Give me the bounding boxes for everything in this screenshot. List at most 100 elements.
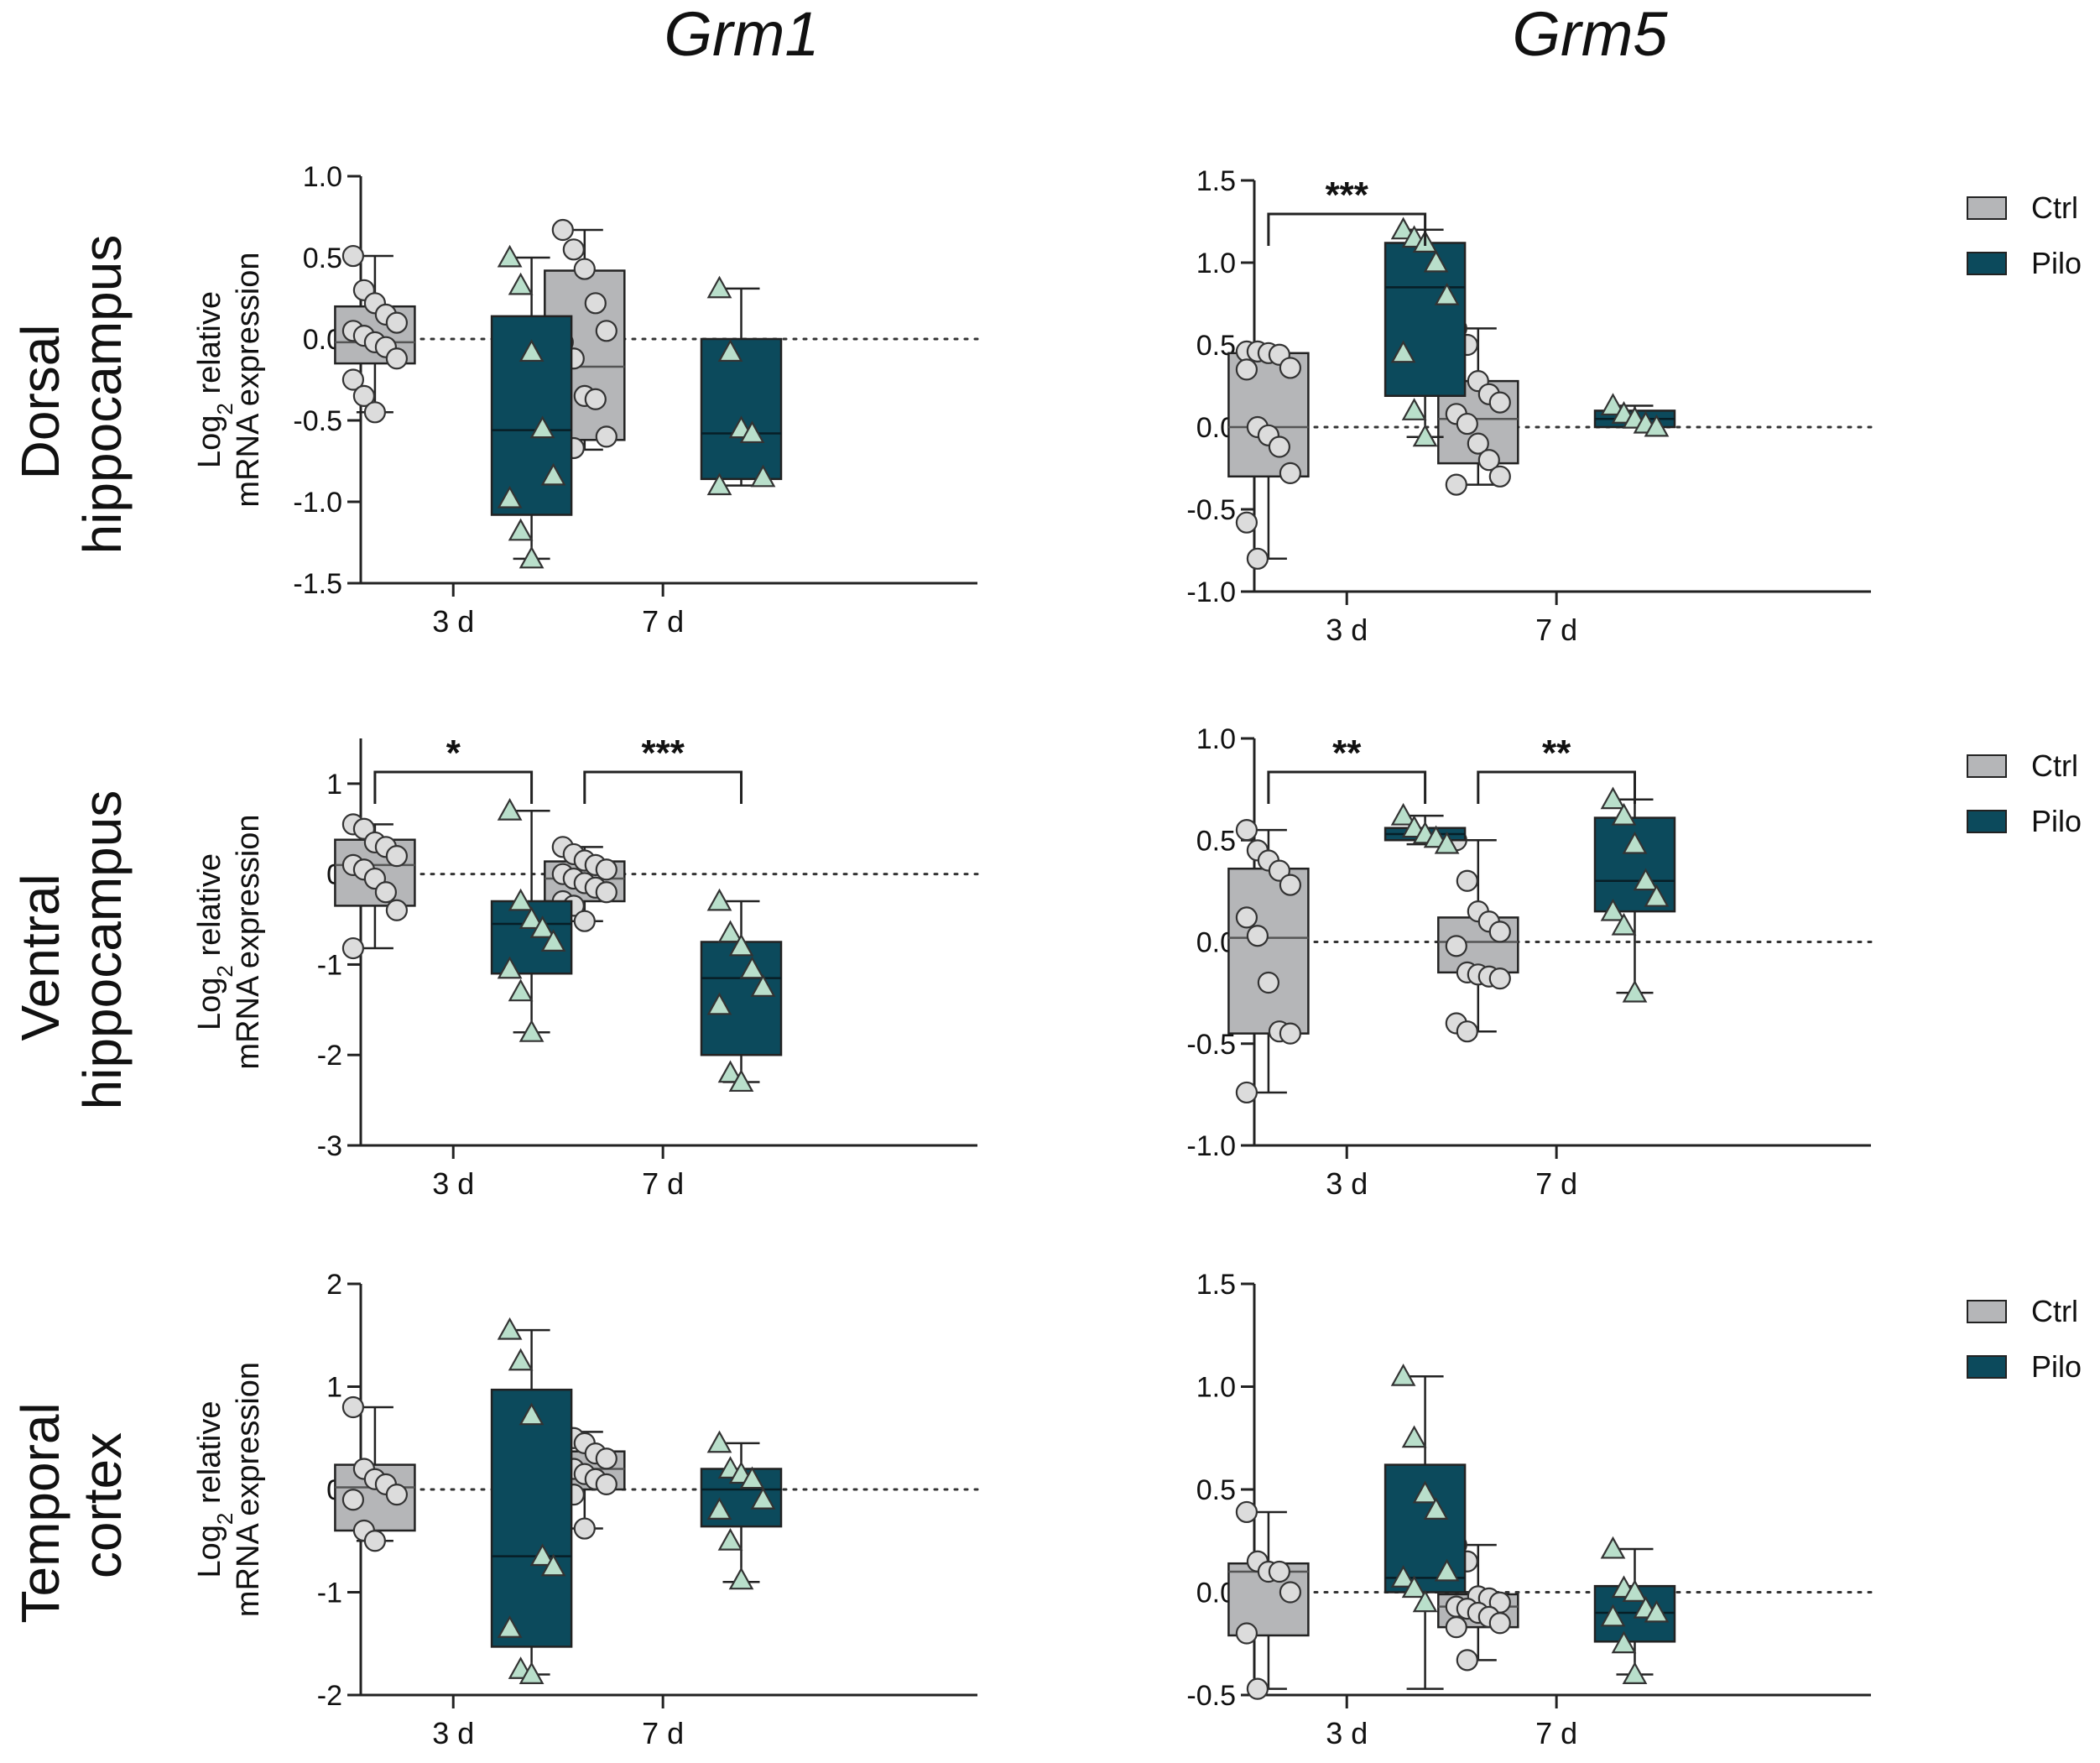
row-label-dorsal-line2: hippocampus bbox=[72, 235, 133, 555]
pilo-swatch bbox=[1967, 810, 2007, 833]
data-point-ctrl bbox=[1235, 1081, 1258, 1104]
y-tick-label: 1.0 bbox=[1196, 1372, 1236, 1404]
data-point-ctrl bbox=[1488, 391, 1511, 414]
data-point-pilo bbox=[508, 518, 534, 541]
data-point-ctrl bbox=[1257, 971, 1280, 994]
y-tick-label: -1.5 bbox=[293, 568, 342, 600]
x-tick-label: 7 d bbox=[1535, 1716, 1577, 1750]
significance-bracket-line bbox=[1267, 212, 1427, 246]
pilo-box-3d bbox=[1383, 216, 1467, 447]
data-point-pilo bbox=[717, 1060, 743, 1083]
significance-bracket: ** bbox=[1267, 733, 1427, 804]
significance-bracket: *** bbox=[1267, 175, 1427, 246]
data-point-ctrl bbox=[1456, 412, 1478, 436]
data-point-pilo bbox=[1611, 1630, 1637, 1654]
chart-grm1-dorsal: Log2 relative mRNA expression1.00.50.0-0.… bbox=[192, 161, 979, 639]
data-point-ctrl bbox=[595, 320, 617, 342]
significance-stars: ** bbox=[1332, 733, 1362, 774]
data-point-ctrl bbox=[1279, 1581, 1302, 1604]
y-tick-label: -1 bbox=[317, 949, 342, 981]
data-point-ctrl bbox=[1279, 1022, 1302, 1045]
data-point-pilo bbox=[1600, 786, 1626, 810]
legend-label-pilo: Pilo bbox=[2031, 246, 2082, 280]
significance-stars: *** bbox=[641, 733, 685, 774]
data-point-pilo bbox=[1423, 1497, 1449, 1520]
data-point-ctrl bbox=[584, 388, 607, 410]
significance-bracket-line bbox=[1267, 770, 1427, 804]
data-point-ctrl bbox=[341, 1489, 365, 1511]
row-label-temporal-line2: cortex bbox=[72, 1432, 133, 1578]
significance-bracket-line bbox=[583, 770, 743, 804]
pilo-box-7d bbox=[1593, 393, 1676, 437]
data-point-ctrl bbox=[1268, 436, 1291, 458]
data-point-ctrl bbox=[1235, 819, 1258, 842]
data-point-ctrl bbox=[1488, 465, 1511, 488]
data-point-pilo bbox=[1434, 282, 1460, 305]
panels: Log2 relative mRNA expression1.00.50.0-0.… bbox=[192, 161, 2082, 1750]
y-tick-label: -3 bbox=[317, 1130, 342, 1162]
data-point-pilo bbox=[529, 915, 555, 938]
data-point-ctrl bbox=[341, 368, 365, 391]
data-point-pilo bbox=[1600, 898, 1626, 921]
data-point-ctrl bbox=[1235, 358, 1258, 381]
y-tick-label: -2 bbox=[317, 1680, 342, 1712]
data-point-ctrl bbox=[573, 258, 596, 280]
ctrl-box-7d bbox=[1437, 1534, 1519, 1672]
y-axis-title-line2: mRNA expression bbox=[231, 1362, 266, 1617]
pilo-box-7d bbox=[700, 275, 783, 496]
box-iqr bbox=[1227, 867, 1310, 1035]
data-point-pilo bbox=[750, 464, 776, 488]
y-tick-label: -1.0 bbox=[293, 487, 342, 519]
data-point-pilo bbox=[1434, 1558, 1460, 1582]
y-axis-title-subscript: 2 bbox=[212, 965, 237, 977]
data-point-pilo bbox=[1633, 868, 1659, 891]
pilo-swatch bbox=[1967, 1355, 2007, 1379]
data-point-ctrl bbox=[584, 292, 607, 315]
data-point-pilo bbox=[728, 1567, 754, 1590]
data-point-pilo bbox=[739, 1466, 765, 1489]
x-tick-label: 7 d bbox=[642, 604, 684, 639]
data-point-ctrl bbox=[1445, 473, 1467, 496]
y-tick-label: 0.5 bbox=[303, 243, 342, 274]
row-label-dorsal-line1: Dorsal bbox=[10, 324, 70, 479]
data-point-pilo bbox=[1644, 414, 1670, 437]
y-axis-title: Log2 relative mRNA expression bbox=[192, 814, 266, 1069]
data-point-ctrl bbox=[1467, 432, 1489, 455]
x-tick-label: 7 d bbox=[1535, 1166, 1577, 1201]
data-point-ctrl bbox=[573, 1517, 596, 1540]
y-tick-label: -1.0 bbox=[1186, 1130, 1236, 1162]
data-point-pilo bbox=[497, 244, 523, 268]
box-iqr bbox=[1383, 242, 1467, 398]
data-point-pilo bbox=[1644, 1599, 1670, 1623]
y-tick-label: 0.5 bbox=[1196, 825, 1236, 857]
data-point-pilo bbox=[540, 462, 566, 486]
data-point-pilo bbox=[529, 415, 555, 439]
data-point-ctrl bbox=[1279, 462, 1302, 484]
data-point-pilo bbox=[1412, 1480, 1438, 1504]
y-tick-label: 2 bbox=[326, 1269, 342, 1301]
data-point-ctrl bbox=[341, 936, 365, 960]
ctrl-box-3d bbox=[334, 244, 416, 424]
y-axis-title: Log2 relative mRNA expression bbox=[192, 252, 266, 507]
ctrl-box-3d bbox=[1227, 1500, 1310, 1700]
pilo-box-3d bbox=[1383, 802, 1467, 854]
data-point-pilo bbox=[1390, 340, 1416, 363]
data-point-pilo bbox=[728, 933, 754, 957]
data-point-ctrl bbox=[1246, 1677, 1269, 1700]
y-tick-label: -2 bbox=[317, 1040, 342, 1072]
pilo-box-3d bbox=[490, 1317, 573, 1685]
row-label-ventral-line1: Ventral bbox=[10, 874, 70, 1041]
y-tick-label: 1.0 bbox=[303, 161, 342, 193]
y-axis-title-line2: mRNA expression bbox=[231, 252, 266, 507]
data-point-pilo bbox=[497, 1615, 523, 1638]
data-point-pilo bbox=[728, 1069, 754, 1093]
y-axis-title-log: Log bbox=[192, 1525, 227, 1578]
data-point-ctrl bbox=[385, 845, 409, 868]
pilo-box-7d bbox=[700, 1430, 783, 1590]
y-tick-label: -0.5 bbox=[1186, 1680, 1236, 1712]
data-point-pilo bbox=[1644, 884, 1670, 907]
y-tick-label: -1 bbox=[317, 1578, 342, 1609]
data-point-pilo bbox=[706, 275, 732, 299]
data-point-ctrl bbox=[1488, 921, 1511, 943]
